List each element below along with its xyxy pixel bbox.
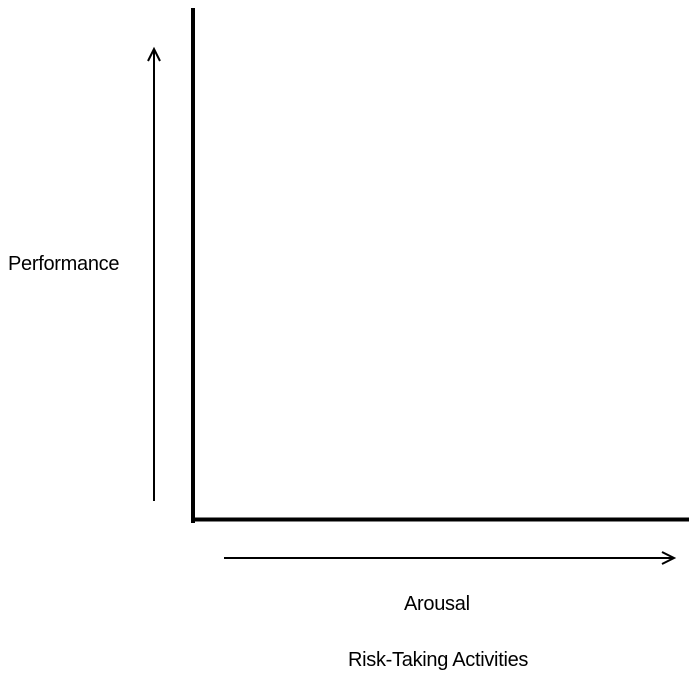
right-arrow-icon xyxy=(224,551,677,565)
x-axis-label: Arousal xyxy=(404,593,470,615)
up-arrow-icon xyxy=(147,46,161,501)
x-axis-sublabel: Risk-Taking Activities xyxy=(348,649,529,671)
y-axis-label: Performance xyxy=(8,253,120,275)
